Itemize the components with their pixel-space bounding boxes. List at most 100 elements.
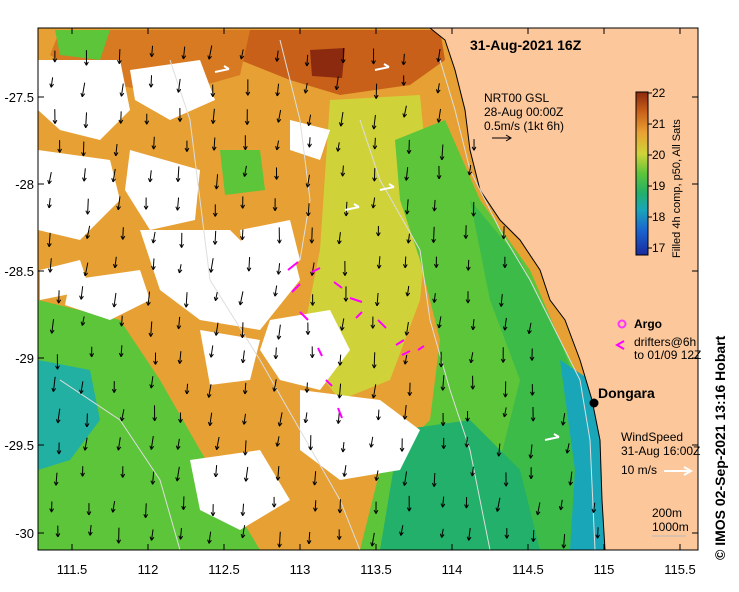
- wind-arrow-icon: [568, 471, 573, 486]
- drifter-tracks: [287, 261, 425, 419]
- wind-arrow-icon: [530, 407, 536, 422]
- wind-arrow-icon: [47, 258, 53, 273]
- wind-arrow-icon: [53, 472, 59, 486]
- wind-arrow-icon: [208, 258, 214, 273]
- wind-arrow-icon: [304, 54, 310, 67]
- wind-arrow-icon: [436, 48, 441, 63]
- wind-arrow-icon: [436, 108, 442, 123]
- wind-arrow-icon: [432, 199, 437, 212]
- wind-legend-line2: 31-Aug 16:00Z: [621, 444, 700, 458]
- wind-arrow-icon: [466, 259, 471, 271]
- wind-arrow-icon: [240, 322, 245, 339]
- wind-arrow-icon: [529, 348, 535, 361]
- wind-arrow-icon: [401, 75, 407, 86]
- wind-arrow-icon: [242, 165, 248, 177]
- wind-arrow-icon: [178, 412, 183, 423]
- wind-arrow-icon: [83, 112, 89, 129]
- current-legend: NRT00 GSL 28-Aug 00:00Z 0.5m/s (1kt 6h): [484, 91, 564, 142]
- wind-arrow-icon: [372, 168, 377, 182]
- wind-arrow-icon: [273, 285, 278, 297]
- wind-arrow-icon: [591, 502, 597, 513]
- wind-arrow-icon: [243, 466, 249, 482]
- wind-arrow-icon: [501, 226, 507, 240]
- wind-vectors: [47, 45, 601, 549]
- drifter-track: [311, 267, 321, 273]
- colorbar-tick: 19: [652, 179, 666, 193]
- wind-arrow-icon: [112, 292, 117, 308]
- lat-tick-label: -28: [15, 177, 34, 192]
- wind-arrow-icon: [49, 77, 54, 88]
- colorbar-tick: 18: [652, 210, 666, 224]
- wind-arrow-icon: [176, 316, 182, 330]
- wind-arrow-icon: [433, 256, 439, 268]
- place-marker-icon: [589, 398, 599, 408]
- wind-arrow-icon: [47, 198, 52, 209]
- wind-arrow-icon: [340, 165, 346, 177]
- wind-arrow-icon: [181, 46, 187, 60]
- wind-arrow-icon: [152, 405, 157, 422]
- wind-arrow-icon: [207, 45, 213, 60]
- wind-arrow-icon: [80, 316, 86, 326]
- lat-tick-label: -29.5: [4, 438, 34, 453]
- place-label: Dongara: [598, 385, 655, 401]
- lat-tick-label: -30: [15, 526, 34, 541]
- wind-arrow-white-icon: [374, 63, 390, 71]
- argo-marker-icon: [617, 319, 627, 329]
- wind-arrow-icon: [306, 203, 311, 217]
- wind-scale-arrowhead: [683, 466, 694, 476]
- wind-arrow-icon: [276, 324, 282, 340]
- sst-green-patch-b: [55, 30, 110, 60]
- wind-arrow-icon: [439, 144, 445, 161]
- wind-arrow-icon: [470, 319, 476, 331]
- current-legend-line1: NRT00 GSL: [484, 91, 549, 105]
- wind-arrow-icon: [112, 256, 118, 269]
- wind-arrow-icon: [340, 442, 346, 453]
- plot-frame: [37, 27, 699, 551]
- wind-arrow-icon: [435, 83, 441, 94]
- wind-arrow-icon: [374, 292, 380, 307]
- wind-arrow-icon: [436, 165, 442, 180]
- wind-arrow-icon: [406, 233, 412, 244]
- wind-arrow-icon: [88, 524, 93, 536]
- wind-arrow-icon: [119, 315, 125, 327]
- wind-arrow-icon: [399, 525, 404, 536]
- wind-arrow-icon: [120, 466, 126, 478]
- wind-arrow-icon: [336, 529, 342, 540]
- lat-axis: -27.5 -28 -28.5 -29 -29.5 -30: [4, 90, 34, 541]
- wind-arrow-icon: [56, 290, 62, 304]
- axis-ticks: [38, 28, 698, 550]
- depth-legend: 200m 1000m: [652, 506, 689, 537]
- wind-arrow-icon: [214, 436, 220, 451]
- wind-arrow-icon: [212, 230, 218, 245]
- wind-arrow-icon: [471, 139, 477, 151]
- wind-arrow-icon: [83, 437, 88, 451]
- wind-arrow-icon: [342, 465, 348, 477]
- wind-arrow-icon: [560, 412, 566, 426]
- wind-arrow-icon: [212, 204, 218, 217]
- wind-arrow-icon: [210, 108, 216, 124]
- wind-arrow-icon: [240, 229, 245, 241]
- lon-tick-label: 114: [442, 562, 463, 577]
- depth-legend-1000: 1000m: [652, 520, 689, 534]
- wind-arrow-icon: [469, 352, 474, 364]
- wind-arrow-icon: [213, 464, 219, 478]
- wind-arrow-icon: [47, 232, 52, 248]
- drifter-track: [287, 261, 299, 271]
- wind-arrow-icon: [148, 75, 154, 88]
- wind-arrow-icon: [465, 291, 471, 304]
- wind-arrow-icon: [404, 167, 409, 181]
- wind-arrow-icon: [210, 504, 216, 517]
- wind-arrow-icon: [466, 528, 472, 541]
- wind-arrow-icon: [274, 167, 279, 180]
- wind-arrow-icon: [116, 437, 122, 451]
- lat-tick-label: -27.5: [4, 90, 34, 105]
- wind-arrow-icon: [177, 264, 183, 274]
- wind-arrow-icon: [406, 139, 412, 154]
- wind-arrow-icon: [399, 438, 405, 452]
- colorbar: 22 21 20 19 18 17 Filled 4h comp, p50, A…: [635, 86, 683, 258]
- colorbar-tick: 21: [652, 117, 666, 131]
- wind-arrow-icon: [371, 48, 376, 65]
- wind-arrow-icon: [373, 83, 379, 99]
- current-legend-line2: 28-Aug 00:00Z: [484, 105, 563, 119]
- wind-arrow-icon: [214, 174, 219, 190]
